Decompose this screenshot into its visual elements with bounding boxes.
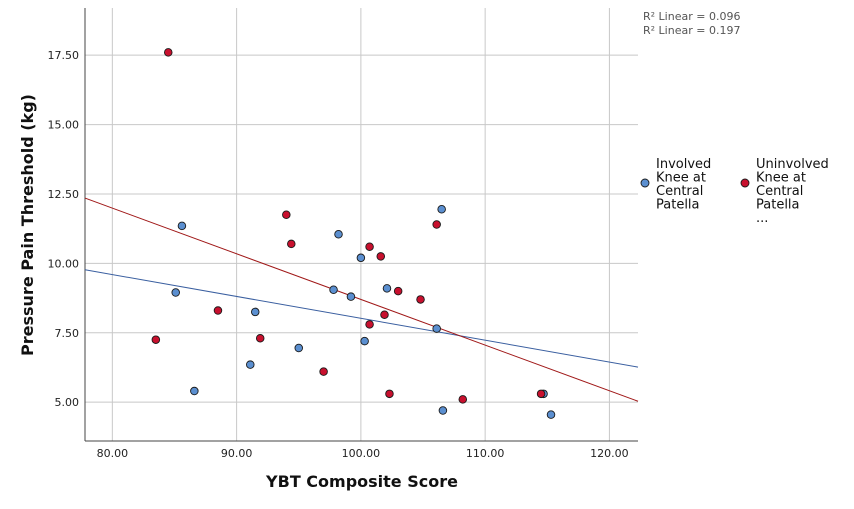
x-tick-label: 120.00	[590, 447, 629, 460]
r2-annotation-involved: R² Linear = 0.096	[643, 10, 740, 23]
legend-label-uninvolved: Uninvolved Knee at Central Patella...	[756, 157, 829, 226]
point-involved	[346, 292, 356, 301]
horizontal-gridlines	[85, 54, 638, 403]
y-tick-label: 7.50	[55, 327, 80, 340]
point-uninvolved	[385, 389, 394, 399]
data-points	[151, 48, 556, 419]
x-tick-label: 110.00	[466, 447, 505, 460]
point-involved	[294, 343, 303, 353]
point-uninvolved	[432, 220, 441, 229]
fit-line-uninvolved	[84, 197, 639, 402]
legend-label-line: Involved	[656, 157, 711, 172]
point-involved	[329, 285, 338, 294]
point-uninvolved	[376, 252, 386, 261]
point-uninvolved	[365, 320, 374, 329]
legend-label-line: ...	[756, 211, 768, 226]
point-uninvolved	[319, 367, 328, 376]
point-involved	[382, 284, 392, 293]
point-involved	[190, 386, 199, 396]
legend-label-line: Patella	[756, 198, 800, 213]
point-uninvolved	[213, 306, 223, 315]
y-tick-label: 10.00	[48, 257, 80, 270]
y-tick-label: 17.50	[48, 49, 80, 62]
point-involved	[334, 229, 343, 239]
point-involved	[246, 360, 255, 369]
legend-label-line: Uninvolved	[756, 157, 829, 172]
x-tick-label: 80.00	[97, 447, 129, 460]
legend-label-line: Knee at	[756, 171, 806, 186]
x-tick-label: 100.00	[342, 447, 381, 460]
point-uninvolved	[536, 389, 546, 399]
x-tick-labels: 80.00 90.00 100.00 110.00 120.00	[97, 447, 629, 460]
y-tick-label: 5.00	[55, 396, 80, 409]
legend-marker-uninvolved	[740, 178, 750, 188]
legend-label-involved: Involved Knee at Central Patella	[656, 157, 711, 213]
point-involved	[177, 221, 187, 231]
fit-line-involved	[84, 269, 639, 368]
legend-label-line: Central	[756, 184, 803, 199]
x-axis-title: YBT Composite Score	[265, 472, 458, 491]
point-involved	[360, 336, 369, 346]
legend-label-line: Knee at	[656, 171, 706, 186]
point-involved	[171, 288, 180, 297]
x-tick-label: 90.00	[221, 447, 253, 460]
fit-lines	[84, 197, 639, 402]
point-uninvolved	[151, 335, 161, 344]
y-axis-title: Pressure Pain Threshold (kg)	[18, 94, 37, 356]
point-uninvolved	[416, 295, 425, 304]
y-tick-label: 12.50	[48, 188, 80, 201]
point-involved	[437, 204, 446, 214]
point-involved	[432, 324, 441, 333]
legend-label-line: Central	[656, 184, 703, 199]
point-uninvolved	[458, 395, 468, 404]
legend-label-line: Patella	[656, 198, 700, 213]
point-uninvolved	[164, 48, 173, 57]
point-uninvolved	[380, 310, 389, 319]
point-uninvolved	[365, 242, 374, 251]
point-involved	[546, 410, 556, 419]
point-uninvolved	[393, 286, 403, 296]
vertical-gridlines	[111, 8, 610, 441]
point-uninvolved	[287, 239, 296, 249]
point-involved	[356, 253, 366, 263]
point-involved	[438, 406, 448, 415]
legend-marker-involved	[640, 178, 650, 188]
r2-annotation-uninvolved: R² Linear = 0.197	[643, 24, 740, 37]
point-involved	[250, 307, 260, 317]
point-uninvolved	[282, 210, 291, 220]
point-uninvolved	[255, 334, 265, 343]
y-tick-labels: 5.00 7.50 10.00 12.50 15.00 17.50	[48, 49, 80, 409]
y-tick-label: 15.00	[48, 119, 80, 132]
